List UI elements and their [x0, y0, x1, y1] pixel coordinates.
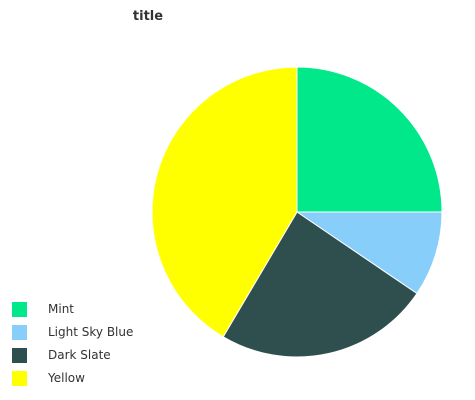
- legend-swatch-yellow: [12, 370, 27, 386]
- pie-slice-dark-slate: [222, 211, 418, 358]
- legend-swatch-light-sky-blue: [12, 324, 27, 340]
- legend-item-dark-slate: Dark Slate: [12, 347, 152, 363]
- legend-label-mint: Mint: [48, 302, 74, 316]
- legend-label-yellow: Yellow: [48, 371, 85, 385]
- pie-slice-mint: [296, 66, 443, 213]
- pie-slice-yellow: [151, 66, 298, 338]
- legend-item-mint: Mint: [12, 301, 152, 317]
- legend-item-yellow: Yellow: [12, 370, 152, 386]
- legend-label-light-sky-blue: Light Sky Blue: [48, 325, 134, 339]
- legend-item-light-sky-blue: Light Sky Blue: [12, 324, 152, 340]
- pie-slice-light-sky-blue: [295, 211, 443, 295]
- legend-swatch-mint: [12, 301, 27, 317]
- legend-swatch-dark-slate: [12, 347, 27, 363]
- legend-label-dark-slate: Dark Slate: [48, 348, 111, 362]
- chart-title: title: [132, 9, 164, 24]
